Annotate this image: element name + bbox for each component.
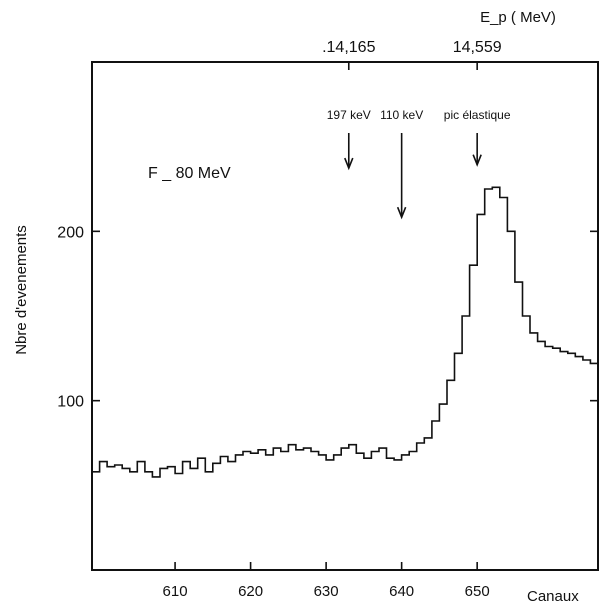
x-tick-label: 640 <box>389 583 414 600</box>
histogram-line <box>92 163 599 482</box>
energy-annotation: F _ 80 MeV <box>148 165 231 182</box>
top-tick-label: .14,165 <box>322 39 375 56</box>
y-axis-label: Nbre d'evenements <box>13 225 30 355</box>
x-tick-label: 650 <box>465 583 490 600</box>
peak-label: 197 keV <box>327 108 371 122</box>
peak-arrows: 197 keV 110 keV pic élastique <box>327 108 511 220</box>
axis-ticks: 610 620 630 640 650 100 200 .14,165 14,559 <box>57 39 598 600</box>
x-tick-label: 610 <box>163 583 188 600</box>
peak-arrow-head <box>344 157 354 171</box>
histogram <box>92 163 599 482</box>
peak-arrow-head <box>472 154 482 167</box>
x-tick-label: 620 <box>238 583 263 600</box>
peak-label: 110 keV <box>380 108 423 122</box>
y-tick-label: 100 <box>57 394 84 411</box>
x-axis-label: Canaux <box>527 588 579 605</box>
x-tick-label: 630 <box>314 583 339 600</box>
peak-arrow-head <box>396 206 407 220</box>
top-axis-label: E_p ( MeV) <box>480 9 556 26</box>
top-tick-label: 14,559 <box>453 39 502 56</box>
peak-label: pic élastique <box>444 108 511 122</box>
y-tick-label: 200 <box>57 224 84 241</box>
